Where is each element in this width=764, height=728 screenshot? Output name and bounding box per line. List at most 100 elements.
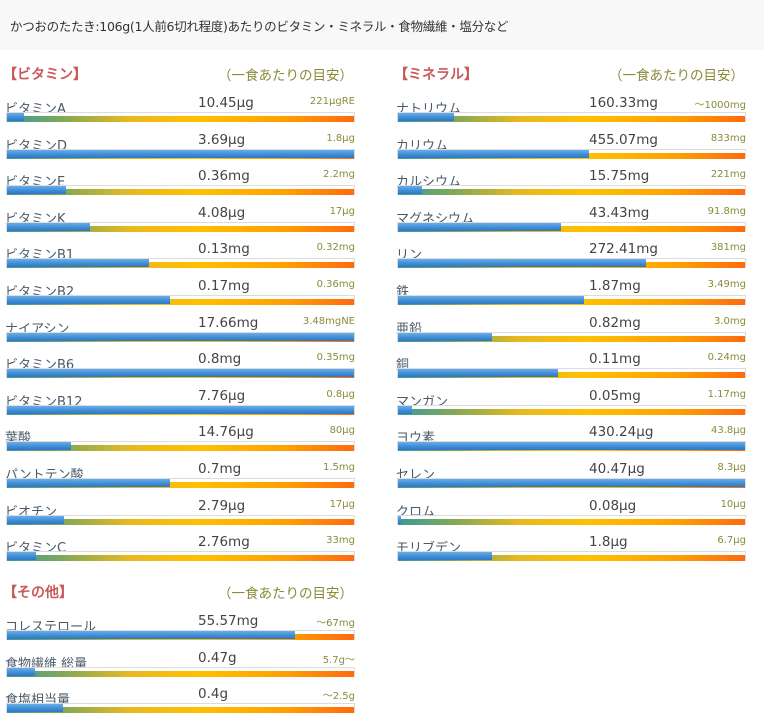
nutrient-amount: 15.75mg — [589, 168, 650, 185]
section-title: 【ミネラル】 — [394, 67, 478, 83]
nutrient-target: 0.36mg — [316, 278, 355, 290]
nutrient-target: 3.48mgNE — [302, 315, 355, 327]
nutrient-target: 381mg — [710, 242, 746, 254]
nutrient-target: 833mg — [710, 132, 746, 144]
section-note: （一食あたりの目安） — [218, 586, 353, 602]
progress-bar-track — [397, 514, 746, 525]
nutrient-target: 2.2mg — [323, 169, 355, 181]
vitamins-section: 【ビタミン】 （一食あたりの目安） ビタミンA 10.45μg 221μgRE ビタミンD… — [3, 60, 355, 566]
section-title: 【その他】 — [3, 585, 73, 601]
nutrient-row: ビタミンB6 0.8mg 0.35mg — [3, 346, 355, 383]
nutrient-row: ナトリウム 160.33mg ～1000mg — [394, 90, 746, 127]
progress-bar-fill — [398, 552, 492, 561]
nutrient-row: ビタミンA 10.45μg 221μgRE — [3, 90, 355, 127]
progress-bar-track — [6, 514, 355, 525]
nutrient-target: 0.35mg — [316, 352, 355, 364]
nutrient-amount: 40.47μg — [589, 460, 645, 477]
nutrient-row: 亜鉛 0.82mg 3.0mg — [394, 310, 746, 347]
nutrient-target: ～2.5g — [322, 691, 355, 703]
section-header: 【その他】 （一食あたりの目安） — [3, 578, 355, 608]
others-section: 【その他】 （一食あたりの目安） コレステロール 55.57mg ～67mg 食物繊維 総… — [3, 578, 355, 718]
progress-bar-track — [6, 331, 355, 342]
progress-bar-gradient — [7, 116, 354, 122]
section-note: （一食あたりの目安） — [218, 68, 353, 84]
nutrient-row: ビタミンB2 0.17mg 0.36mg — [3, 273, 355, 310]
progress-bar-gradient — [398, 116, 745, 122]
nutrient-target: 91.8mg — [707, 205, 746, 217]
nutrient-row: リン 272.41mg 381mg — [394, 236, 746, 273]
progress-bar-fill — [398, 186, 423, 195]
progress-bar-track — [397, 148, 746, 159]
nutrient-amount: 0.17mg — [198, 277, 250, 294]
progress-bar-fill — [398, 295, 584, 304]
nutrient-amount: 4.08μg — [198, 204, 246, 221]
nutrient-target: 1.5mg — [323, 461, 355, 473]
progress-bar-track — [397, 294, 746, 305]
nutrient-amount: 0.47g — [198, 649, 237, 666]
progress-bar-fill — [398, 369, 558, 378]
progress-bar-gradient — [7, 225, 354, 232]
progress-bar-fill — [7, 405, 354, 414]
nutrient-row: パントテン酸 0.7mg 1.5mg — [3, 456, 355, 493]
nutrient-amount: 455.07mg — [589, 131, 658, 148]
progress-bar-fill — [7, 515, 65, 524]
progress-bar-track — [6, 221, 355, 232]
progress-bar-track — [6, 258, 355, 269]
progress-bar-track — [6, 441, 355, 452]
progress-bar-track — [6, 551, 355, 562]
nutrient-target: 33mg — [326, 535, 355, 547]
nutrient-target: 0.24mg — [707, 352, 746, 364]
nutrient-target: 17μg — [329, 205, 355, 217]
nutrient-row: 鉄 1.87mg 3.49mg — [394, 273, 746, 310]
nutrient-target: 1.8μg — [326, 132, 355, 144]
nutrient-target: 80μg — [329, 425, 355, 437]
nutrient-amount: 160.33mg — [589, 95, 658, 111]
nutrient-row: 銅 0.11mg 0.24mg — [394, 346, 746, 383]
nutrient-amount: 0.7mg — [198, 460, 242, 477]
section-header: 【ビタミン】 （一食あたりの目安） — [3, 60, 355, 90]
progress-bar-fill — [7, 332, 354, 341]
nutrient-target: 3.0mg — [714, 315, 746, 327]
nutrient-row: カルシウム 15.75mg 221mg — [394, 163, 746, 200]
nutrient-row: ビタミンK 4.08μg 17μg — [3, 200, 355, 237]
nutrient-amount: 272.41mg — [589, 241, 658, 258]
nutrient-target: 6.7μg — [717, 535, 746, 547]
progress-bar-gradient — [398, 372, 745, 379]
nutrient-row: クロム 0.08μg 10μg — [394, 493, 746, 530]
nutrient-amount: 0.13mg — [198, 241, 250, 258]
nutrient-row: ビオチン 2.79μg 17μg — [3, 493, 355, 530]
progress-bar-gradient — [7, 445, 354, 452]
progress-bar-fill — [398, 259, 647, 268]
nutrient-target: 3.49mg — [707, 278, 746, 290]
progress-bar-gradient — [7, 707, 354, 714]
nutrient-target: 0.32mg — [316, 242, 355, 254]
nutrient-row: 食物繊維 総量 0.47g 5.7g～ — [3, 645, 355, 682]
progress-bar-fill — [7, 667, 35, 676]
nutrient-amount: 0.8mg — [198, 351, 242, 368]
nutrient-row: ビタミンD 3.69μg 1.8μg — [3, 127, 355, 164]
progress-bar-track — [397, 441, 746, 452]
progress-bar-track — [397, 185, 746, 196]
nutrient-target: 221μgRE — [309, 96, 355, 107]
progress-bar-track — [397, 221, 746, 232]
progress-bar-gradient — [398, 225, 745, 232]
nutrient-amount: 0.08μg — [589, 497, 637, 514]
progress-bar-track — [397, 258, 746, 269]
section-header: 【ミネラル】 （一食あたりの目安） — [394, 60, 746, 90]
nutrient-amount: 0.36mg — [198, 168, 250, 185]
nutrient-row: モリブデン 1.8μg 6.7μg — [394, 529, 746, 566]
nutrient-row: ビタミンE 0.36mg 2.2mg — [3, 163, 355, 200]
progress-bar-fill — [7, 295, 171, 304]
progress-bar-gradient — [398, 555, 745, 562]
progress-bar-gradient — [7, 262, 354, 269]
progress-bar-track — [6, 703, 355, 714]
nutrient-row: セレン 40.47μg 8.3μg — [394, 456, 746, 493]
nutrient-row: 葉酸 14.76μg 80μg — [3, 419, 355, 456]
progress-bar-fill — [7, 259, 150, 268]
nutrient-amount: 10.45μg — [198, 95, 254, 111]
progress-bar-gradient — [7, 298, 354, 305]
progress-bar-fill — [7, 704, 63, 713]
progress-bar-fill — [7, 631, 295, 639]
progress-bar-fill — [7, 186, 66, 195]
nutrient-amount: 0.82mg — [589, 314, 641, 331]
